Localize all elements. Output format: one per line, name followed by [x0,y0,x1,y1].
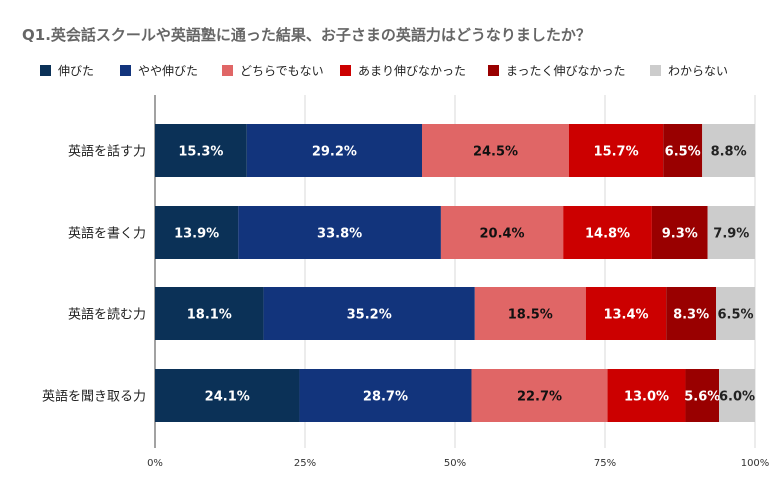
bar-segment [440,206,564,259]
bar-segment [238,206,441,259]
bar-segment [666,287,716,340]
bar-segment [651,206,708,259]
data-label: 15.7% [594,145,639,160]
data-label: 7.9% [713,227,749,242]
legend-swatch [120,65,131,76]
legend-swatch [650,65,661,76]
data-label: 33.8% [317,227,362,242]
bar-segment [299,369,472,422]
category-label: 英語を書く力 [68,226,146,242]
bar-segment [155,206,239,259]
data-label: 24.5% [473,145,518,160]
bar-segment [422,124,569,177]
bar-segment [702,124,755,177]
data-label: 14.8% [585,227,630,242]
bar-segment [607,369,686,422]
bar-segment [585,287,667,340]
bar-segment [246,124,422,177]
data-label: 6.5% [665,145,701,160]
x-axis-ticks: 0% 25% 50% 75% 100% [147,458,769,469]
legend-swatch [40,65,51,76]
bar-segment [719,369,755,422]
x-tick-label: 50% [444,458,466,469]
bar-segment [685,369,720,422]
bar-segment [155,369,300,422]
data-label: 6.5% [717,308,753,323]
data-label: 8.8% [711,145,747,160]
bar-segment [263,287,475,340]
x-tick-label: 75% [594,458,616,469]
legend-swatch [340,65,351,76]
x-tick-label: 25% [294,458,316,469]
bars: 15.3% 29.2% 24.5% 15.7% 6.5% 8.8% 13.9% 33.8% 20… [155,124,755,422]
data-label: 20.4% [479,227,524,242]
data-label: 15.3% [178,145,223,160]
legend-label: わからない [668,64,728,78]
bar-segment [563,206,652,259]
data-label: 9.3% [662,227,698,242]
legend: 伸びた やや伸びた どちらでもない あまり伸びなかった まったく伸びなかった わからない [40,64,728,78]
bar-segment [474,287,586,340]
x-tick-label: 100% [741,458,770,469]
data-label: 8.3% [673,308,709,323]
bar-segment [155,287,264,340]
data-label: 22.7% [517,390,562,405]
data-label: 18.5% [508,308,553,323]
bar-segment [663,124,703,177]
legend-label: どちらでもない [240,64,324,78]
data-label: 5.6% [684,390,720,405]
data-label: 18.1% [187,308,232,323]
x-tick-label: 0% [147,458,163,469]
data-label: 13.4% [603,308,648,323]
bar-segment [707,206,755,259]
legend-label: やや伸びた [138,64,198,78]
bar-segment [716,287,755,340]
legend-swatch [222,65,233,76]
legend-label: 伸びた [58,64,94,78]
chart-title: Q1.英会話スクールや英語塾に通った結果、お子さまの英語力はどうなりましたか？ [22,26,591,44]
data-label: 6.0% [719,390,755,405]
bar-segment [569,124,664,177]
category-label: 英語を読む力 [68,307,146,323]
data-label: 35.2% [347,308,392,323]
legend-swatch [488,65,499,76]
legend-label: あまり伸びなかった [358,64,466,78]
data-label: 13.0% [624,390,669,405]
data-label: 24.1% [205,390,250,405]
data-label: 28.7% [363,390,408,405]
legend-label: まったく伸びなかった [506,64,626,78]
bar-segment [155,124,247,177]
category-label: 英語を話す力 [68,144,146,160]
category-label: 英語を聞き取る力 [42,389,146,405]
data-label: 13.9% [174,227,219,242]
bar-segment [471,369,608,422]
data-label: 29.2% [312,145,357,160]
